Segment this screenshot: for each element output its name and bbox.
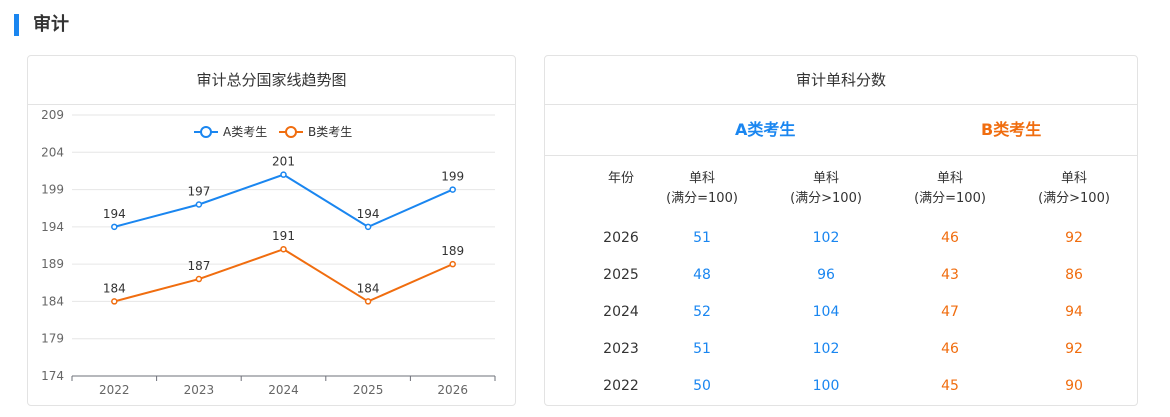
series-line: [114, 248, 454, 303]
chart-card-title: 审计总分国家线趋势图: [28, 56, 515, 105]
table-cell-score: 47: [941, 304, 959, 320]
table-cell-score: 92: [1065, 230, 1083, 246]
y-tick-label: 189: [41, 257, 64, 271]
column-header-line2: (满分=100): [914, 191, 986, 206]
data-point: [195, 201, 203, 208]
group-a-label: A类考生: [735, 120, 796, 139]
table-cell-year: 2025: [603, 267, 639, 283]
data-point: [364, 298, 372, 305]
data-point: [280, 245, 287, 253]
data-point: [364, 223, 372, 231]
data-label: 201: [272, 155, 295, 169]
data-label: 189: [441, 244, 464, 258]
trend-chart-card: 审计总分国家线趋势图 174 179 184 189 194 199 204 209 2022 2…: [27, 55, 516, 406]
table-cell-score: 52: [693, 304, 711, 320]
table-cell-score: 48: [693, 267, 711, 283]
column-header: 单科 (满分>100): [1012, 169, 1136, 209]
x-tick-label: 2023: [184, 383, 215, 397]
x-tick-label: 2026: [437, 383, 468, 397]
data-label: 191: [272, 229, 295, 243]
data-label: 199: [441, 170, 464, 184]
column-header-line2: (满分>100): [1038, 191, 1110, 206]
y-tick-label: 209: [41, 108, 64, 122]
data-point: [111, 298, 118, 305]
y-tick-label: 179: [41, 332, 64, 346]
group-b-label: B类考生: [981, 120, 1042, 139]
trend-line-chart: 174 179 184 189 194 199 204 209 2022 2023 2024 2025…: [41, 108, 496, 397]
x-tick-label: 2025: [353, 383, 384, 397]
legend-label: A类考生: [223, 125, 267, 139]
table-cell-score: 86: [1065, 267, 1083, 283]
y-tick-label: 174: [41, 369, 64, 383]
table-cell-score: 104: [812, 304, 840, 320]
table-cell-score: 102: [812, 341, 840, 357]
column-header: 单科 (满分>100): [764, 169, 888, 209]
section-bar: [14, 14, 19, 36]
y-tick-label: 199: [41, 183, 64, 197]
data-point: [280, 171, 287, 178]
table-cell-score: 94: [1065, 304, 1083, 320]
group-header-row: A类考生 B类考生: [545, 105, 1137, 156]
table-cell-score: 46: [941, 230, 959, 246]
legend-marker: [285, 126, 297, 138]
data-point: [449, 260, 456, 268]
table-cell-score: 50: [693, 378, 711, 394]
column-header-line1: 单科: [936, 171, 963, 186]
y-tick-label: 194: [41, 220, 64, 234]
data-label: 187: [187, 259, 210, 273]
table-cell-year: 2022: [603, 378, 639, 394]
column-header: 单科 (满分=100): [888, 169, 1012, 209]
column-header: 年份: [559, 169, 683, 189]
column-header-line1: 单科: [812, 171, 839, 186]
data-point: [111, 223, 118, 231]
table-card-title: 审计单科分数: [545, 56, 1137, 105]
data-point: [195, 275, 203, 283]
table-cell-score: 45: [941, 378, 959, 394]
column-header-line1: 单科: [688, 171, 715, 186]
table-cell-score: 92: [1065, 341, 1083, 357]
table-cell-year: 2024: [603, 304, 639, 320]
score-table-card: 审计单科分数 A类考生 B类考生 年份 单科 (满分=100) 单科 (满分>100) 单…: [544, 55, 1138, 406]
table-cell-score: 96: [817, 267, 835, 283]
table-cell-year: 2023: [603, 341, 639, 357]
section-title: 审计: [33, 14, 69, 35]
legend-label: B类考生: [308, 125, 352, 139]
table-cell-score: 51: [693, 230, 711, 246]
table-cell-score: 46: [941, 341, 959, 357]
table-cell-score: 102: [812, 230, 840, 246]
column-header-line2: (满分>100): [790, 191, 862, 206]
column-header-line1: 年份: [607, 171, 634, 186]
data-point: [449, 186, 456, 193]
legend-marker: [200, 126, 212, 138]
data-label: 184: [103, 281, 126, 295]
table-cell-score: 51: [693, 341, 711, 357]
column-header: 单科 (满分=100): [640, 169, 764, 209]
column-header-line2: (满分=100): [666, 191, 738, 206]
table-cell-score: 90: [1065, 378, 1083, 394]
table-cell-score: 100: [812, 378, 840, 394]
y-tick-label: 184: [41, 294, 64, 308]
x-tick-label: 2024: [268, 383, 299, 397]
series-line: [114, 173, 454, 228]
data-label: 184: [357, 281, 380, 295]
table-cell-score: 43: [941, 267, 959, 283]
x-tick-label: 2022: [99, 383, 130, 397]
y-tick-label: 204: [41, 145, 64, 159]
column-header-line1: 单科: [1060, 171, 1087, 186]
data-label: 194: [357, 207, 380, 221]
data-label: 197: [187, 184, 210, 198]
data-label: 194: [103, 207, 126, 221]
table-cell-year: 2026: [603, 230, 639, 246]
